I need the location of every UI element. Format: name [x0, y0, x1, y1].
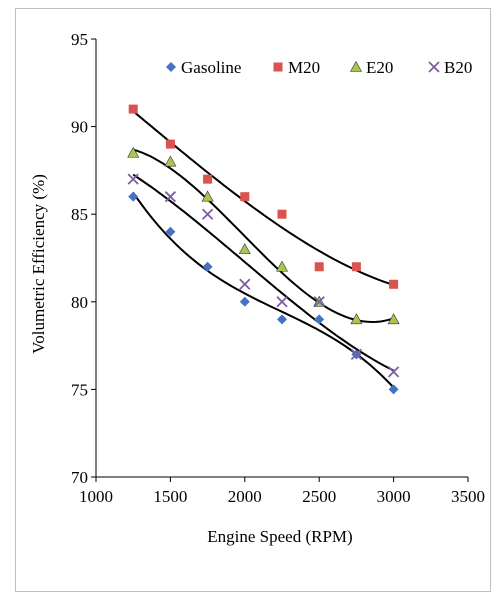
point-gasoline	[165, 226, 176, 237]
legend-marker-e20	[349, 60, 363, 72]
trendlines	[132, 110, 395, 389]
trendline-b20	[132, 173, 395, 372]
point-b20	[276, 296, 288, 308]
point-m20	[389, 279, 399, 289]
trendline-m20	[132, 110, 394, 287]
markers	[127, 104, 400, 395]
point-e20	[350, 313, 363, 325]
chart-svg: 70 75 80 85 90 95 1000 1500 2000 2500 3000 3500 Gas…	[29, 30, 485, 546]
point-b20	[164, 191, 177, 203]
legend-label-m20: M20	[288, 58, 320, 77]
point-e20	[127, 146, 140, 158]
point-gasoline	[239, 296, 250, 307]
x-tick-label: 1500	[153, 487, 187, 506]
point-m20	[165, 139, 175, 149]
legend-marker-b20	[428, 61, 440, 73]
point-m20	[314, 262, 324, 272]
point-e20	[164, 155, 177, 167]
y-tick-label: 90	[71, 118, 88, 137]
y-tick-label: 75	[71, 380, 88, 399]
legend-label-b20: B20	[444, 58, 472, 77]
point-m20	[277, 209, 287, 219]
y-axis-title: Volumetric Efficiency (%)	[29, 174, 48, 354]
y-tick-label: 70	[71, 468, 88, 487]
point-b20	[201, 208, 214, 220]
point-b20	[313, 296, 325, 308]
legend-label-gasoline: Gasoline	[181, 58, 241, 77]
point-e20	[275, 260, 289, 272]
point-e20	[387, 313, 400, 325]
point-gasoline	[388, 384, 399, 395]
point-e20	[238, 243, 251, 255]
point-gasoline	[128, 191, 139, 202]
point-e20	[201, 190, 214, 202]
y-tick-label: 95	[71, 30, 88, 49]
point-gasoline	[277, 314, 287, 325]
legend-marker-gasoline	[166, 62, 176, 72]
axes: 70 75 80 85 90 95 1000 1500 2000 2500 3000 3500	[71, 30, 485, 506]
x-tick-label: 3500	[451, 487, 485, 506]
trendline-e20	[132, 148, 394, 324]
chart-frame: 70 75 80 85 90 95 1000 1500 2000 2500 3000 3500 Gas…	[15, 8, 491, 592]
point-b20	[127, 173, 139, 185]
x-tick-label: 1000	[79, 487, 113, 506]
x-axis-title: Engine Speed (RPM)	[207, 527, 352, 546]
legend-label-e20: E20	[366, 58, 393, 77]
x-tick-label: 3000	[377, 487, 411, 506]
x-tick-label: 2500	[302, 487, 336, 506]
point-gasoline	[202, 261, 213, 272]
point-b20	[387, 366, 400, 378]
y-tick-label: 85	[71, 205, 88, 224]
legend-marker-m20	[273, 62, 283, 72]
y-tick-label: 80	[71, 293, 88, 312]
point-b20	[350, 348, 363, 360]
trendline-gasoline	[132, 192, 395, 389]
point-m20	[203, 174, 213, 184]
point-m20	[240, 192, 250, 202]
point-b20	[239, 278, 251, 290]
x-tick-label: 2000	[228, 487, 262, 506]
point-m20	[128, 104, 138, 114]
legend: Gasoline M20 E20 B20	[166, 58, 472, 77]
point-m20	[351, 262, 361, 272]
point-gasoline	[314, 314, 325, 325]
